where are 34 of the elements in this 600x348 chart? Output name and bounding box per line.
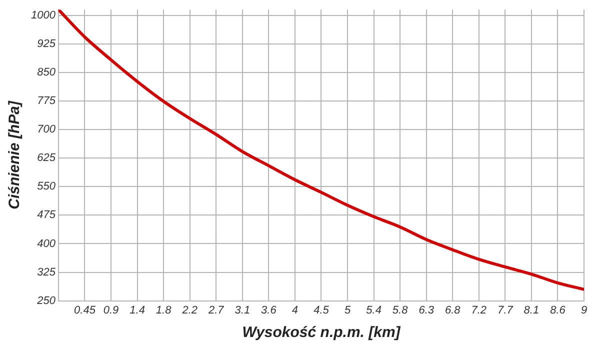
y-tick-label: 1000: [30, 9, 56, 22]
x-tick-label: 3.1: [234, 304, 250, 316]
y-tick-label: 475: [37, 209, 56, 222]
y-tick-label: 325: [37, 266, 56, 278]
x-tick-label: 8.1: [524, 304, 540, 316]
x-tick-label: 6.3: [418, 304, 435, 316]
x-tick-label: 6.8: [444, 304, 462, 316]
x-tick-label: 3.6: [261, 304, 278, 316]
x-tick-label: 7.7: [498, 304, 514, 316]
x-tick-label: 1.8: [156, 304, 172, 316]
x-tick-label: 2.7: [207, 304, 225, 316]
x-tick-label: 1.4: [130, 304, 145, 316]
x-tick-label: 4.5: [314, 304, 330, 316]
x-axis-title: Wysokość n.p.m. [km]: [242, 324, 402, 342]
x-tick-label: 7.2: [471, 304, 487, 316]
x-tick-label: 2.2: [181, 304, 198, 316]
y-tick-label: 775: [37, 95, 56, 108]
x-tick-label: 9: [580, 304, 588, 316]
y-tick-label: 400: [37, 238, 56, 250]
x-tick-label: 5.8: [392, 304, 409, 316]
x-tick-label: 8.6: [550, 304, 566, 316]
y-axis-title: Ciśnienie [hPa]: [6, 100, 24, 210]
y-tick-label: 250: [36, 294, 56, 307]
y-tick-label: 700: [37, 124, 56, 136]
x-tick-label: 5.4: [366, 304, 382, 316]
line-series: [58, 10, 584, 291]
x-tick-label: 0.45: [74, 304, 96, 316]
y-tick-label: 850: [37, 66, 56, 78]
x-tick-label: 5: [344, 304, 352, 316]
x-tick-label: 4: [292, 304, 298, 316]
y-tick-label: 625: [37, 152, 56, 164]
y-tick-label: 550: [37, 180, 56, 193]
y-tick-label: 925: [37, 38, 56, 50]
x-tick-label: 0.9: [103, 304, 119, 316]
